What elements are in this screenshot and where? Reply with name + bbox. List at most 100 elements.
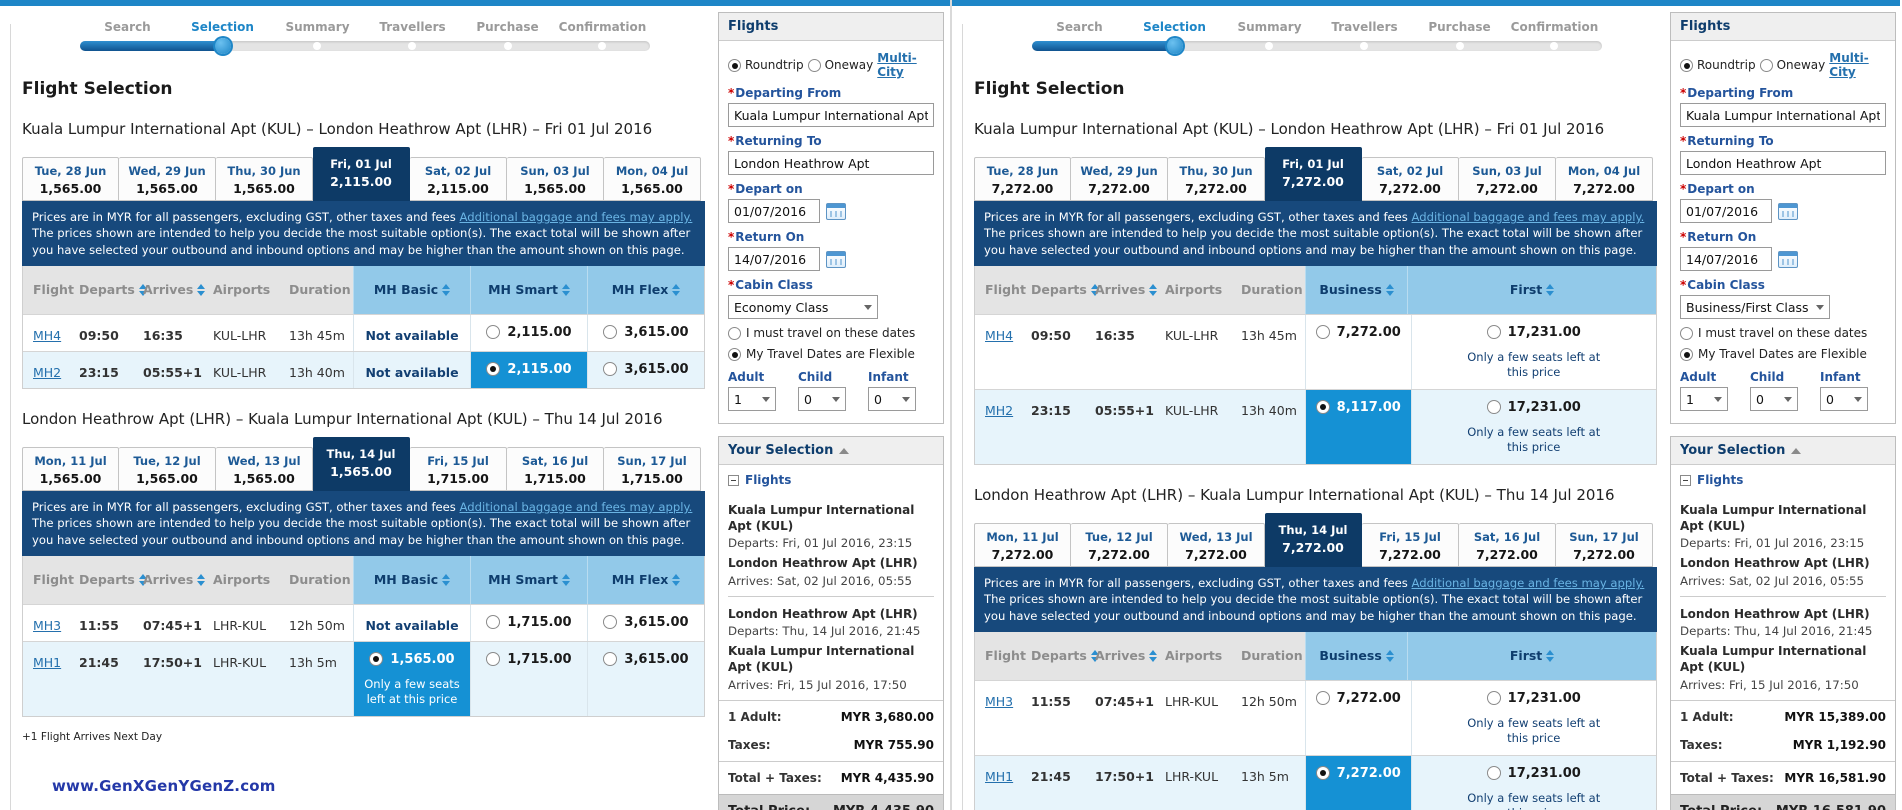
passenger-count-select[interactable]: 1 — [728, 387, 776, 411]
cabin-class-select[interactable]: Economy Class — [728, 295, 878, 319]
date-tab[interactable]: Sat, 16 Jul 1,715.00 — [507, 447, 604, 492]
date-tab[interactable]: Tue, 28 Jun 7,272.00 — [974, 157, 1071, 202]
passenger-count-select[interactable]: 0 — [1820, 387, 1868, 411]
fare-option-cell[interactable]: Not available — [353, 314, 470, 351]
fare-radio[interactable] — [486, 615, 501, 630]
stepper-step[interactable]: Travellers — [1331, 20, 1398, 34]
flight-number-link[interactable]: MH2 — [33, 364, 62, 380]
multi-city-link[interactable]: Multi-City — [877, 51, 917, 79]
fare-class-header[interactable]: MH Basic — [353, 555, 470, 604]
fare-class-header[interactable]: MH Smart — [470, 555, 587, 604]
stepper-step[interactable]: Summary — [285, 20, 350, 34]
col-header-departs[interactable]: Departs — [75, 556, 147, 604]
fare-radio[interactable] — [1486, 691, 1501, 706]
collapse-minus-icon[interactable] — [1680, 474, 1691, 486]
stepper-step[interactable]: Purchase — [1428, 20, 1491, 34]
calendar-icon[interactable] — [826, 250, 846, 268]
fare-radio[interactable] — [486, 652, 501, 667]
date-tab[interactable]: Sun, 03 Jul 1,565.00 — [507, 157, 604, 202]
fare-option-cell[interactable]: 17,231.00 Only a few seats left at this … — [1410, 314, 1656, 389]
fare-radio[interactable] — [603, 615, 618, 630]
collapse-minus-icon[interactable] — [728, 474, 739, 486]
flight-number-link[interactable]: MH3 — [985, 693, 1014, 709]
date-tab[interactable]: Mon, 04 Jul 7,272.00 — [1556, 157, 1653, 202]
fare-option-cell[interactable]: 17,231.00 Only a few seats left at this … — [1410, 755, 1656, 810]
returning-to-input[interactable] — [1680, 151, 1886, 175]
col-header-duration[interactable]: Duration — [285, 556, 363, 604]
passenger-count-select[interactable]: 0 — [1750, 387, 1798, 411]
date-tab[interactable]: Thu, 14 Jul 1,565.00 — [313, 437, 410, 492]
passenger-count-select[interactable]: 1 — [1680, 387, 1728, 411]
fare-class-header[interactable]: First — [1407, 631, 1656, 680]
fare-option-cell[interactable]: Not available — [353, 604, 470, 641]
fare-radio[interactable] — [1315, 325, 1330, 340]
stepper-step[interactable]: Selection — [191, 20, 254, 34]
fare-class-header[interactable]: MH Flex — [587, 265, 704, 314]
date-flex-radio[interactable] — [1680, 326, 1693, 340]
fare-option-cell[interactable]: 3,615.00 — [587, 314, 704, 351]
stepper-step[interactable]: Confirmation — [1510, 20, 1599, 34]
date-tab[interactable]: Fri, 15 Jul 7,272.00 — [1362, 523, 1459, 568]
col-header-duration[interactable]: Duration — [1237, 632, 1315, 680]
date-tab[interactable]: Sat, 16 Jul 7,272.00 — [1459, 523, 1556, 568]
date-tab[interactable]: Mon, 11 Jul 7,272.00 — [974, 523, 1071, 568]
date-tab[interactable]: Mon, 04 Jul 1,565.00 — [604, 157, 701, 202]
return-on-input[interactable] — [728, 247, 820, 271]
trip-type-radio[interactable] — [807, 58, 821, 72]
date-flex-radio[interactable] — [728, 326, 741, 340]
depart-on-input[interactable] — [728, 199, 820, 223]
fare-radio[interactable] — [486, 362, 501, 377]
date-tab[interactable]: Thu, 30 Jun 1,565.00 — [216, 157, 313, 202]
flight-number-link[interactable]: MH1 — [985, 768, 1014, 784]
date-tab[interactable]: Wed, 29 Jun 7,272.00 — [1071, 157, 1168, 202]
col-header-departs[interactable]: Departs — [1027, 632, 1099, 680]
trip-type-radio[interactable] — [1680, 58, 1693, 72]
col-header-arrives[interactable]: Arrives — [139, 556, 209, 604]
fare-option-cell[interactable]: 7,272.00 — [1305, 755, 1411, 810]
returning-to-input[interactable] — [728, 151, 934, 175]
fare-radio[interactable] — [369, 652, 384, 667]
date-tab[interactable]: Sun, 03 Jul 7,272.00 — [1459, 157, 1556, 202]
calendar-icon[interactable] — [1778, 250, 1798, 268]
date-tab[interactable]: Wed, 13 Jul 7,272.00 — [1168, 523, 1265, 568]
baggage-fees-link[interactable]: Additional baggage and fees may apply. — [1411, 576, 1645, 591]
fare-option-cell[interactable]: 1,565.00 Only a few seats left at this p… — [353, 641, 470, 716]
date-tab[interactable]: Mon, 11 Jul 1,565.00 — [22, 447, 119, 492]
multi-city-link[interactable]: Multi-City — [1829, 51, 1869, 79]
passenger-count-select[interactable]: 0 — [868, 387, 916, 411]
fare-radio[interactable] — [486, 325, 501, 340]
fare-radio[interactable] — [603, 362, 618, 377]
fare-class-header[interactable]: MH Smart — [470, 265, 587, 314]
departing-from-input[interactable] — [728, 103, 934, 127]
col-header-arrives[interactable]: Arrives — [1091, 266, 1161, 314]
fare-option-cell[interactable]: 8,117.00 — [1305, 389, 1411, 464]
flight-number-link[interactable]: MH3 — [33, 617, 62, 633]
fare-class-header[interactable]: MH Flex — [587, 555, 704, 604]
date-tab[interactable]: Wed, 29 Jun 1,565.00 — [119, 157, 216, 202]
cabin-class-select[interactable]: Business/First Class — [1680, 295, 1830, 319]
date-tab[interactable]: Fri, 01 Jul 7,272.00 — [1265, 147, 1362, 202]
fare-radio[interactable] — [1486, 766, 1501, 781]
date-tab[interactable]: Tue, 12 Jul 7,272.00 — [1071, 523, 1168, 568]
stepper-step[interactable]: Selection — [1143, 20, 1206, 34]
date-tab[interactable]: Tue, 12 Jul 1,565.00 — [119, 447, 216, 492]
fare-option-cell[interactable]: 3,615.00 — [587, 351, 704, 388]
fare-class-header[interactable]: MH Basic — [353, 265, 470, 314]
stepper-step[interactable]: Confirmation — [558, 20, 647, 34]
col-header-departs[interactable]: Departs — [75, 266, 147, 314]
calendar-icon[interactable] — [1778, 202, 1798, 220]
fare-option-cell[interactable]: 17,231.00 Only a few seats left at this … — [1410, 389, 1656, 464]
fare-radio[interactable] — [1315, 691, 1330, 706]
collapse-arrow-icon[interactable] — [839, 447, 850, 454]
fare-option-cell[interactable]: 3,615.00 — [587, 641, 704, 716]
trip-type-radio[interactable] — [1759, 58, 1773, 72]
flight-number-link[interactable]: MH1 — [33, 654, 62, 670]
flight-number-link[interactable]: MH4 — [33, 327, 62, 343]
flight-number-link[interactable]: MH2 — [985, 402, 1014, 418]
col-header-arrives[interactable]: Arrives — [139, 266, 209, 314]
stepper-step[interactable]: Purchase — [476, 20, 539, 34]
fare-radio[interactable] — [603, 325, 618, 340]
date-tab[interactable]: Thu, 14 Jul 7,272.00 — [1265, 513, 1362, 568]
fare-class-header[interactable]: Business — [1305, 265, 1408, 314]
fare-option-cell[interactable]: 17,231.00 Only a few seats left at this … — [1410, 680, 1656, 755]
